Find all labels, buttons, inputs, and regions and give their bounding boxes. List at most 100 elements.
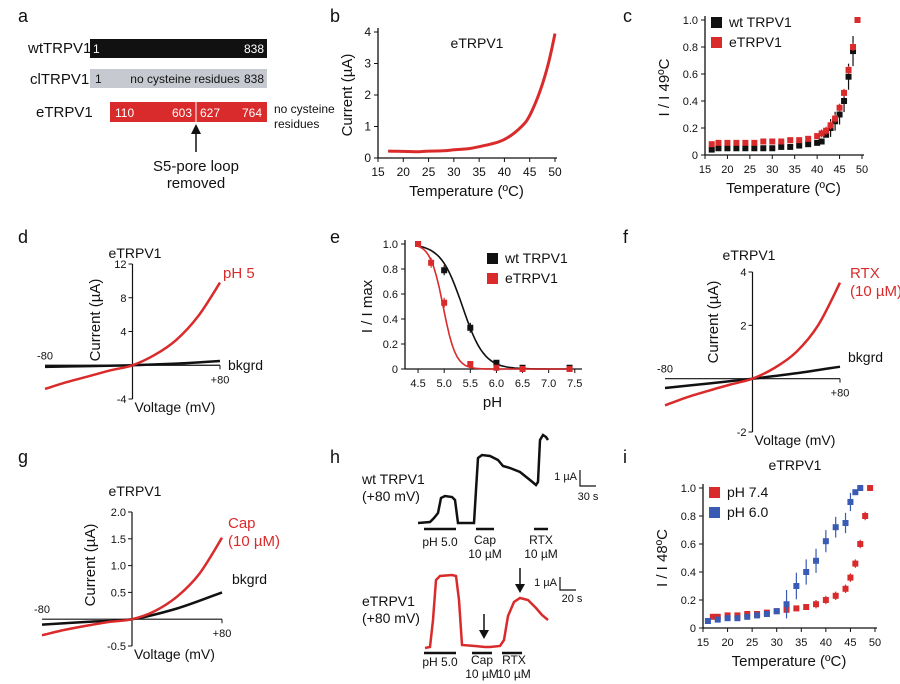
x-tick-label: 20: [397, 165, 411, 179]
y-tick-label: 4: [740, 267, 746, 279]
data-point: [763, 611, 770, 617]
data-point: [787, 137, 794, 144]
x-tick-label: 45: [833, 164, 845, 176]
data-point: [857, 485, 864, 491]
y-tick-label: -0.5: [107, 641, 126, 653]
legend-label: eTRPV1: [729, 34, 782, 50]
data-point: [742, 145, 749, 152]
x-tick-label: -80: [37, 350, 53, 362]
data-point: [709, 613, 716, 620]
y-tick-label: 1.0: [681, 483, 696, 495]
y-tick-label: 4: [120, 327, 126, 339]
data-point: [827, 122, 834, 129]
data-point: [769, 145, 776, 152]
y-tick-label: 0.8: [383, 264, 398, 276]
panel-h: wt TRPV1 (+80 mV) pH 5.0 Cap 10 µM RTX 1…: [361, 433, 599, 681]
data-point: [724, 139, 731, 146]
data-point: [566, 366, 573, 372]
panel-letter-f: f: [623, 227, 629, 247]
stim-e-rtx-conc: 10 µM: [497, 667, 531, 681]
x-axis-label: Temperature (ºC): [726, 180, 841, 197]
y-tick-label: 2: [740, 320, 746, 332]
panel-letter-g: g: [18, 447, 28, 467]
data-point: [760, 145, 767, 152]
data-point: [845, 73, 852, 80]
construct-start-wt: 1: [93, 42, 100, 56]
arrow-up-icon: [191, 124, 201, 134]
construct-bar-e: [110, 102, 267, 122]
x-tick-label: 6.0: [489, 378, 504, 390]
panel-letter-a: a: [18, 6, 29, 26]
y-tick-label: 8: [120, 293, 126, 305]
data-point: [854, 17, 861, 23]
panel-a: wtTRPV1 1 838 clTRPV1 1 no cysteine resi…: [27, 39, 335, 192]
data-point: [842, 585, 849, 592]
x-tick-label: -80: [34, 604, 50, 616]
x-tick-label: 35: [789, 164, 801, 176]
series-label-agonist: (10 µM): [228, 533, 280, 550]
x-tick-label: 40: [820, 637, 832, 649]
y-tick-label: -4: [117, 394, 127, 406]
data-point: [760, 138, 767, 145]
series-label-agonist: Cap: [228, 515, 256, 532]
scale-wt-current: 1 µA: [554, 471, 578, 483]
data-point: [823, 127, 830, 134]
data-point: [493, 364, 500, 371]
x-axis-label: Temperature (ºC): [732, 653, 847, 670]
chart-b: 15 20 25 30 35 40 45 50 0 1 2 3 4 Temperature (ºC) Cur…: [339, 25, 562, 200]
data-point: [822, 597, 829, 603]
legend-label: wt TRPV1: [504, 250, 568, 266]
x-axis-label: Voltage (mV): [135, 399, 216, 415]
data-point: [751, 145, 758, 152]
x-tick-label: 40: [498, 165, 512, 179]
data-point: [754, 612, 761, 619]
chart-i: 15 20 25 30 35 40 45 50 0 0.2 0.4 0.6 0.8 1.0 Temperat…: [654, 457, 881, 670]
data-point: [832, 592, 839, 599]
data-point: [734, 615, 741, 622]
y-tick-label: 3: [364, 57, 371, 71]
legend-swatch: [709, 507, 720, 518]
legend-label: wt TRPV1: [728, 14, 792, 30]
data-point: [847, 499, 854, 505]
data-point: [832, 524, 839, 531]
data-point: [744, 613, 751, 620]
y-axis-label: Current (µA): [87, 279, 104, 362]
data-point: [415, 241, 422, 247]
x-tick-label: 50: [548, 165, 562, 179]
construct-e-627: 627: [200, 106, 220, 120]
data-point: [778, 143, 785, 150]
data-point: [733, 139, 740, 146]
x-axis-label: Voltage (mV): [134, 646, 215, 662]
legend-swatch: [711, 37, 722, 48]
data-point: [724, 145, 731, 152]
y-tick-label: 0.4: [681, 567, 696, 579]
x-tick-label: 25: [746, 637, 758, 649]
series-label-agonist: RTX: [850, 265, 880, 282]
construct-bar-cl: [90, 69, 267, 88]
y-tick-label: 4: [364, 25, 371, 39]
series-label-bkgrd: bkgrd: [232, 571, 267, 587]
data-point: [814, 139, 821, 146]
stim-e-rtx: RTX: [502, 653, 526, 667]
x-tick-label: 50: [869, 637, 881, 649]
data-point: [742, 139, 749, 146]
data-point: [813, 601, 820, 608]
stim-wt-rtx-conc: 10 µM: [524, 547, 558, 561]
arrow-label-1: S5-pore loop: [153, 158, 239, 175]
y-tick-label: 1.0: [111, 561, 126, 573]
data-point: [841, 98, 848, 104]
series-line-agonist: [44, 281, 222, 391]
data-point: [841, 89, 848, 96]
data-point: [805, 135, 812, 142]
panel-letter-i: i: [623, 447, 627, 467]
y-axis-label: I / I max: [359, 279, 376, 333]
data-point: [805, 141, 812, 148]
data-point: [708, 146, 715, 153]
y-tick-label: 0.8: [683, 42, 698, 54]
data-point: [803, 604, 810, 610]
data-point: [852, 489, 859, 496]
data-point: [467, 324, 474, 331]
x-tick-label: 45: [523, 165, 537, 179]
x-axis-label: pH: [483, 394, 502, 411]
